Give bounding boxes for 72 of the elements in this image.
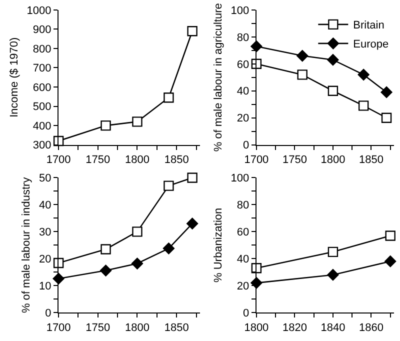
point	[100, 120, 111, 131]
point	[187, 172, 198, 183]
y-tick-label: 400	[32, 120, 52, 132]
y-axis-title: % Urbanization	[212, 208, 224, 282]
y-tick-label: 80	[236, 32, 250, 44]
point	[358, 68, 370, 80]
y-tick-label: 600	[32, 82, 52, 94]
y-tick-label: 100	[230, 172, 250, 185]
y-tick-label: 40	[236, 254, 250, 266]
point	[164, 92, 174, 103]
y-tick-label: 0	[243, 140, 250, 152]
point	[328, 86, 338, 96]
legend-label: Europe	[353, 38, 389, 51]
point	[132, 226, 142, 237]
x-tick-label: 1850	[164, 154, 189, 166]
x-tick-label: 1800	[125, 154, 150, 166]
point	[327, 54, 339, 66]
x-tick-label: 1700	[244, 154, 269, 166]
point	[100, 244, 111, 254]
y-tick-label: 50	[39, 172, 52, 185]
point	[164, 180, 174, 191]
x-tick-label: 1850	[164, 322, 189, 334]
y-axis-title: Income ($ 1970)	[8, 37, 20, 118]
point	[327, 269, 339, 281]
x-tick-label: 1700	[46, 322, 71, 334]
x-tick-label: 1700	[46, 154, 71, 166]
y-tick-label: 40	[236, 86, 250, 98]
y-tick-label: 300	[32, 140, 52, 152]
point	[384, 256, 396, 268]
point	[132, 116, 142, 127]
x-tick-label: 1800	[244, 322, 269, 334]
point	[381, 112, 392, 123]
x-tick-label: 1800	[125, 322, 150, 334]
point	[328, 246, 338, 258]
x-tick-label: 1820	[282, 322, 307, 334]
y-axis-title: % of male labour in agriculture	[212, 3, 224, 152]
x-tick-label: 1800	[320, 154, 346, 166]
point	[187, 26, 198, 36]
x-tick-label: 1850	[358, 154, 384, 166]
y-tick-label: 0	[45, 307, 52, 320]
y-tick-label: 60	[236, 58, 250, 71]
point	[358, 100, 369, 111]
point	[296, 50, 308, 62]
x-tick-label: 1750	[282, 154, 307, 166]
point	[162, 242, 175, 254]
y-tick-label: 0	[243, 307, 250, 320]
y-tick-label: 40	[39, 200, 52, 212]
point	[380, 86, 392, 98]
y-tick-label: 900	[32, 24, 52, 36]
y-tick-label: 100	[230, 4, 250, 17]
x-tick-label: 1750	[86, 322, 110, 334]
y-tick-label: 20	[236, 112, 250, 125]
x-tick-label: 1860	[358, 322, 384, 334]
x-tick-label: 1750	[86, 154, 110, 166]
point	[297, 70, 308, 80]
point	[186, 218, 198, 230]
y-tick-label: 700	[32, 62, 52, 75]
point	[385, 230, 396, 241]
y-tick-label: 10	[39, 280, 52, 292]
y-tick-label: 60	[236, 226, 250, 239]
point	[100, 264, 112, 276]
x-tick-label: 1840	[320, 322, 346, 334]
y-tick-label: 500	[32, 101, 52, 114]
y-tick-label: 800	[32, 43, 52, 56]
y-tick-label: 80	[236, 200, 250, 212]
y-axis-title: % of male labour in industry	[20, 176, 33, 314]
y-tick-label: 30	[39, 226, 52, 239]
point	[131, 258, 144, 270]
legend-label: Britain	[353, 20, 384, 32]
y-tick-label: 1000	[26, 4, 52, 17]
y-tick-label: 20	[39, 254, 52, 266]
y-tick-label: 20	[236, 280, 250, 292]
